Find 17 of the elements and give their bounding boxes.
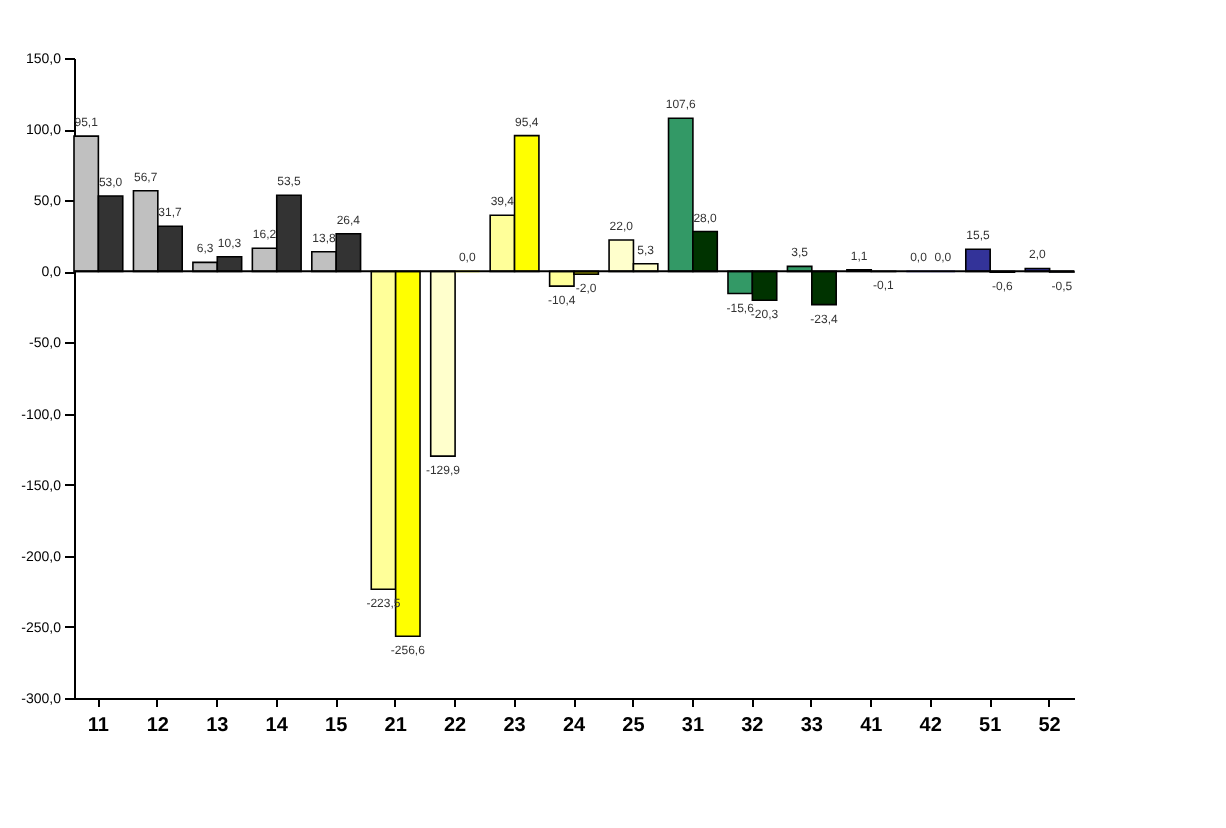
x-tick-label: 32	[741, 715, 765, 737]
x-tick-label: 21	[384, 715, 408, 737]
x-tick-label: 23	[503, 715, 527, 737]
x-tick-label: 41	[860, 715, 884, 737]
x-tick-label: 24	[562, 715, 586, 737]
x-tick-label: 42	[919, 715, 943, 737]
x-tick-label: 31	[681, 715, 705, 737]
x-tick-label: 14	[265, 715, 289, 737]
x-tick-label: 13	[206, 715, 230, 737]
x-tick-label: 12	[146, 715, 170, 737]
x-tick-label: 51	[979, 715, 1003, 737]
x-tick-label: 52	[1038, 715, 1062, 737]
x-tick-label: 33	[800, 715, 824, 737]
x-tick-label: 11	[87, 715, 110, 737]
x-tick-label: 25	[622, 715, 646, 737]
x-tick-label: 15	[325, 715, 349, 737]
x-tick-label: 22	[443, 715, 468, 737]
